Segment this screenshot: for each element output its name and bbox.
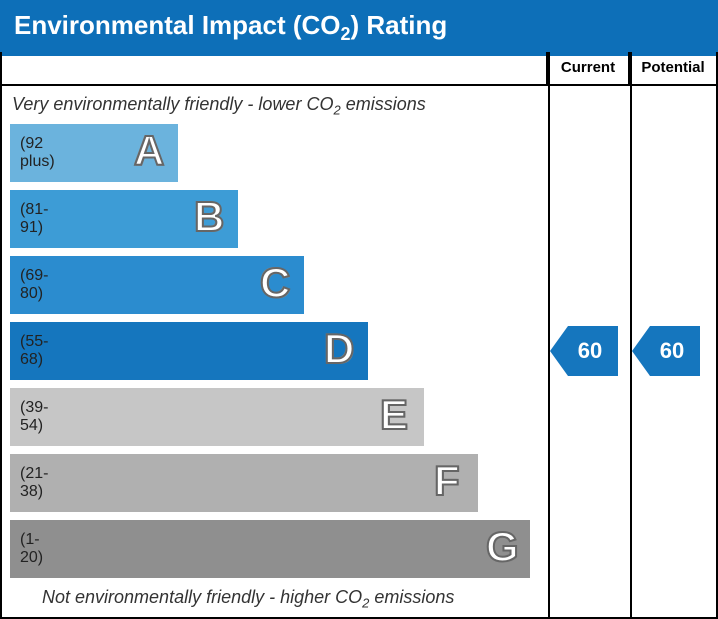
rating-current-value: 60 <box>568 326 618 376</box>
band-range-label: (1-20) <box>10 531 43 567</box>
band-letter: C <box>260 259 290 307</box>
title-sub: 2 <box>341 24 351 44</box>
band-range-label: (21-38) <box>10 465 48 501</box>
col-header-current: Current <box>548 52 630 86</box>
band-letter: D <box>324 325 354 373</box>
rating-pointer-current: 60 <box>568 326 618 376</box>
pointer-arrow-icon <box>632 326 650 376</box>
col-header-main <box>2 52 548 86</box>
band-letter: E <box>380 391 408 439</box>
band-range-label: (55-68) <box>10 333 48 369</box>
band-bar <box>10 520 530 578</box>
title-suffix: ) Rating <box>351 10 448 40</box>
rating-potential-value: 60 <box>650 326 700 376</box>
band-letter: G <box>486 523 519 571</box>
rating-pointer-potential: 60 <box>650 326 700 376</box>
pointer-arrow-icon <box>550 326 568 376</box>
band-letter: F <box>434 457 460 505</box>
eir-chart: Environmental Impact (CO2) Rating Curren… <box>0 0 718 619</box>
band-range-label: (81-91) <box>10 201 48 237</box>
band-letter: A <box>134 127 164 175</box>
band-range-label: (69-80) <box>10 267 48 303</box>
chart-title: Environmental Impact (CO2) Rating <box>0 0 718 56</box>
band-bar <box>10 454 478 512</box>
band-bar <box>10 388 424 446</box>
caption-top: Very environmentally friendly - lower CO… <box>12 94 426 118</box>
band-range-label: (39-54) <box>10 399 48 435</box>
caption-bottom: Not environmentally friendly - higher CO… <box>42 587 454 611</box>
band-bar <box>10 322 368 380</box>
band-letter: B <box>194 193 224 241</box>
chart-body: Current Potential Very environmentally f… <box>0 52 718 619</box>
title-prefix: Environmental Impact (CO <box>14 10 341 40</box>
col-header-potential: Potential <box>630 52 716 86</box>
band-range-label: (92 plus) <box>10 135 55 171</box>
